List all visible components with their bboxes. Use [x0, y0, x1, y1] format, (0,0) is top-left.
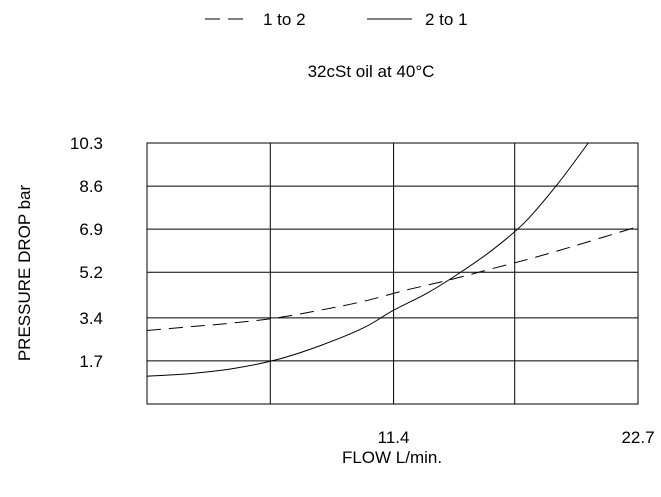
series-line-solid [146, 142, 589, 377]
series-line-dashed [146, 226, 639, 332]
legend-label-1: 2 to 1 [425, 10, 468, 29]
series-layer [146, 142, 639, 377]
y-tick-label-2: 5.2 [79, 263, 103, 282]
grid [147, 142, 639, 404]
legend: 1 to 2 2 to 1 [205, 10, 468, 29]
x-tick-labels: 11.4 22.7 [378, 428, 655, 447]
plot-frame [146, 142, 639, 405]
y-tick-label-1: 3.4 [79, 309, 103, 328]
legend-label-0: 1 to 2 [263, 10, 306, 29]
y-axis-label: PRESSURE DROP bar [15, 184, 34, 361]
y-tick-label-4: 8.6 [79, 177, 103, 196]
y-tick-label-3: 6.9 [79, 220, 103, 239]
y-tick-labels: 1.7 3.4 5.2 6.9 8.6 10.3 [70, 134, 103, 371]
x-axis-label: FLOW L/min. [342, 448, 442, 467]
x-tick-label-1: 22.7 [621, 428, 654, 447]
y-tick-label-0: 1.7 [79, 352, 103, 371]
x-tick-label-0: 11.4 [378, 428, 410, 447]
chart-subtitle: 32cSt oil at 40°C [308, 62, 435, 81]
y-tick-label-5: 10.3 [70, 134, 103, 153]
